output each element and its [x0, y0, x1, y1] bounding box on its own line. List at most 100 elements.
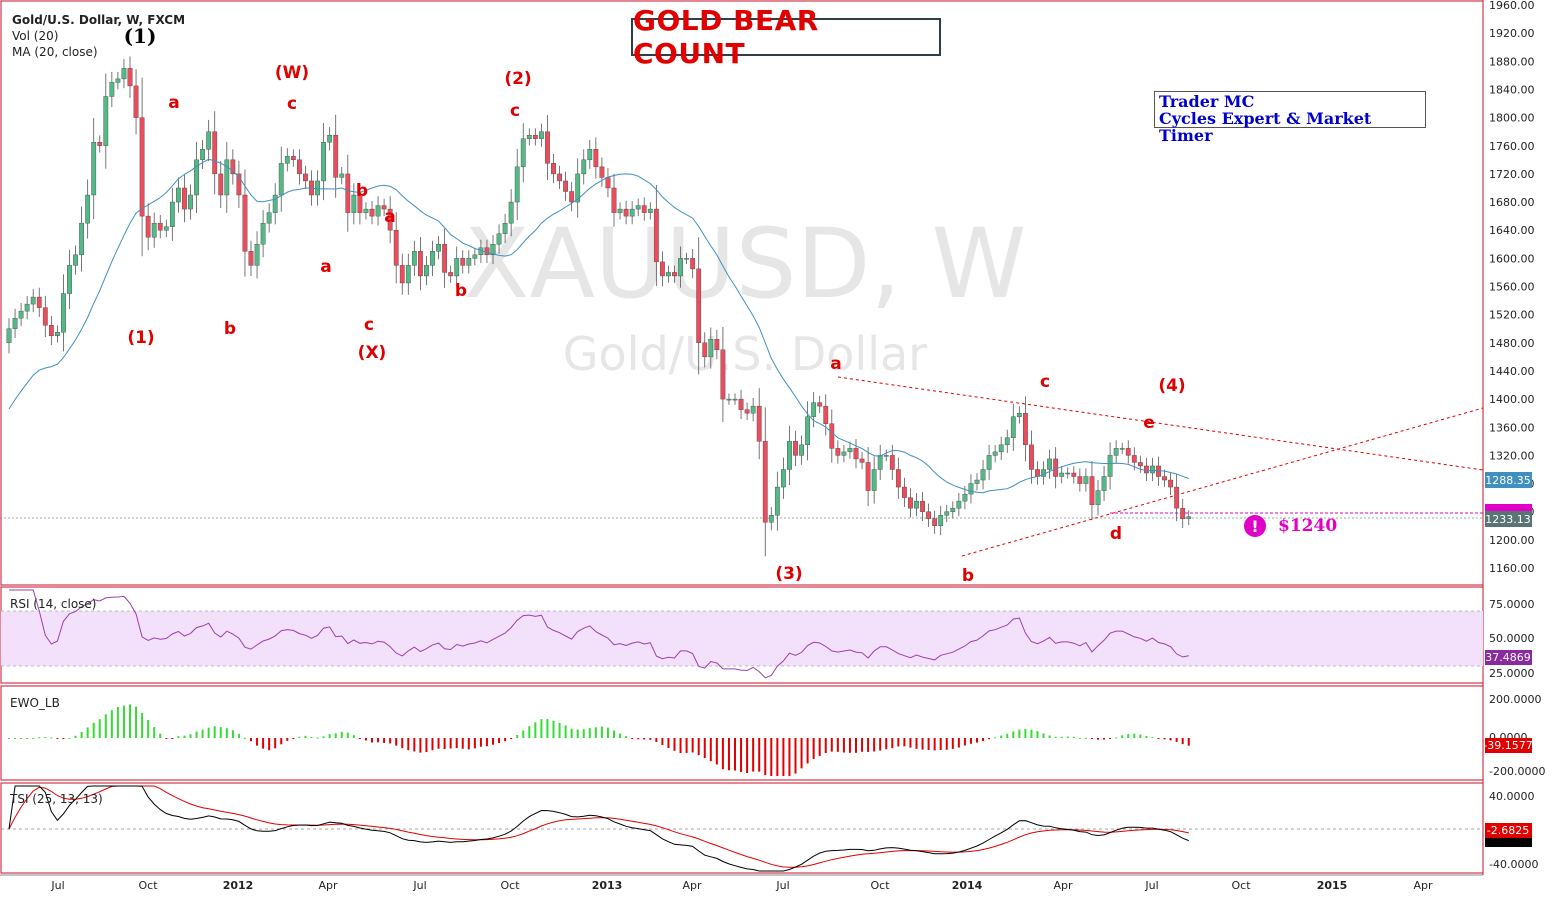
time-axis-label: Oct [138, 879, 158, 892]
ewo-bar [1036, 731, 1039, 738]
candle-body [206, 131, 212, 150]
candle-body [744, 409, 750, 414]
candle-body [321, 142, 326, 182]
ewo-bar [1030, 729, 1033, 738]
ewo-bar [407, 738, 410, 751]
trader-tagline: Cycles Expert & Market Timer [1159, 109, 1372, 145]
wave-label-a2: a [320, 257, 331, 277]
candle-body [787, 441, 792, 470]
ewo-bar [897, 738, 900, 747]
ewo-bar [419, 738, 422, 753]
ewo-bar [431, 738, 434, 751]
candle-body [859, 458, 865, 463]
candle-body [48, 325, 54, 336]
time-axis-label: 2013 [592, 879, 623, 892]
candle-body [442, 244, 447, 273]
candle-body [1162, 476, 1167, 481]
price-tick-label: 1800.00 [1489, 112, 1535, 125]
candle-body [1156, 465, 1161, 477]
ewo-bar [383, 738, 386, 743]
candle-body [932, 518, 938, 526]
ewo-bar [213, 726, 216, 738]
chart-title: GOLD BEAR COUNT [631, 4, 941, 70]
ewo-bar [715, 738, 718, 765]
candle-body [871, 469, 877, 491]
ewo-bar [945, 738, 948, 750]
ewo-histogram [8, 704, 1190, 776]
candle-body [635, 205, 641, 210]
candle-body [115, 78, 121, 83]
candle-body [902, 486, 907, 498]
ewo-bar [250, 738, 252, 742]
time-axis-label: Oct [870, 879, 890, 892]
alert-icon[interactable] [1244, 515, 1266, 537]
ewo-bar [1145, 735, 1148, 738]
candle-body [1107, 455, 1113, 477]
candle-body [708, 339, 714, 358]
time-axis-labels: Jul Oct 2012 Apr Jul Oct 2013 Apr Jul Oct 2014 Apr J… [50, 879, 1433, 892]
candle-body [121, 68, 127, 80]
candle-body [811, 402, 817, 417]
candle-body [424, 265, 429, 277]
candle-body [853, 448, 859, 460]
ewo-bar [286, 738, 289, 741]
ewo-bar [606, 727, 609, 738]
ewo-bar [1115, 737, 1118, 739]
time-axis-label: Apr [318, 879, 338, 892]
candle-body [865, 462, 871, 491]
ewo-bar [389, 738, 392, 744]
candle-body [1143, 465, 1149, 474]
ewo-bar [1090, 738, 1093, 740]
candle-body [399, 265, 405, 284]
wave-label-b3: b [455, 281, 467, 301]
candle-body [436, 244, 441, 252]
ewo-bar [564, 725, 567, 738]
ewo-bar [437, 738, 440, 749]
candle-body [188, 194, 193, 210]
candle-body [182, 187, 187, 210]
ewo-bar [685, 738, 688, 753]
candle-body [666, 272, 671, 277]
ewo-bar [377, 738, 380, 743]
target-price-label: $1240 [1278, 516, 1337, 536]
watermark-symbol: XAUUSD, W [464, 208, 1027, 320]
alert-icon-glyph: ! [1251, 517, 1258, 536]
candle-body [835, 448, 841, 456]
candle-body [629, 208, 635, 217]
candle-body [230, 159, 236, 175]
ewo-bar [467, 738, 470, 750]
ma-line [8, 158, 1189, 494]
ewo-bar [631, 738, 634, 739]
ewo-bar [243, 737, 246, 739]
ewo-bar [776, 738, 779, 776]
candle-body [1016, 412, 1022, 417]
candle-body [1047, 458, 1053, 470]
candle-body [514, 166, 520, 203]
candle-body [163, 226, 169, 231]
candle-body [841, 451, 847, 456]
price-tick-label: 1480.00 [1489, 337, 1535, 350]
candle-body [660, 261, 665, 277]
ewo-bar [915, 738, 918, 749]
ewo-bar [492, 738, 494, 745]
ewo-bar [1024, 728, 1027, 738]
ewo-bar [1078, 737, 1081, 739]
ewo-bar [14, 738, 17, 739]
ewo-bar [237, 733, 240, 738]
ma-label: MA (20, close) [12, 45, 98, 59]
candle-body [877, 455, 883, 470]
candle-body [127, 68, 133, 87]
ewo-bar [842, 738, 845, 753]
ewo-bar [994, 737, 997, 739]
candle-body [1113, 448, 1119, 456]
candle-body [175, 187, 181, 203]
ewo-bar [116, 706, 119, 738]
ewo-bar [38, 737, 41, 739]
candle-body [157, 222, 163, 231]
price-tick-label: 1760.00 [1489, 140, 1535, 153]
candle-body [968, 483, 974, 495]
candle-body [732, 398, 738, 401]
ewo-bar [1084, 737, 1087, 739]
ewo-label: EWO_LB [10, 696, 60, 710]
time-axis-label: 2014 [952, 879, 983, 892]
